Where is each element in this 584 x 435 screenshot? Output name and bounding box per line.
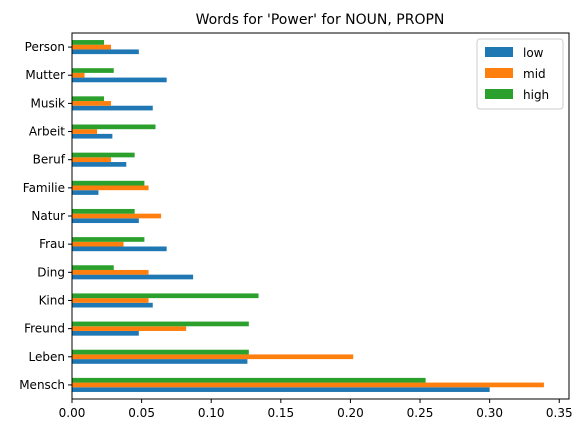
legend: low mid high xyxy=(476,38,564,110)
legend-label-low: low xyxy=(523,46,544,60)
bar-low-familie xyxy=(72,190,99,195)
y-tick-label: Ding xyxy=(37,265,65,279)
bar-high-person xyxy=(72,40,105,45)
x-tick-label: 0.20 xyxy=(337,406,364,420)
y-tick-label: Beruf xyxy=(33,153,66,167)
x-tick-label: 0.35 xyxy=(546,406,573,420)
y-tick-label: Person xyxy=(25,40,65,54)
y-tick-label: Frau xyxy=(39,237,65,251)
x-tick-label: 0.05 xyxy=(128,406,155,420)
bar-high-beruf xyxy=(72,152,135,158)
x-axis: 0.00 0.05 0.10 0.15 0.20 0.25 0.30 0.35 xyxy=(59,399,573,420)
legend-label-high: high xyxy=(523,88,549,102)
bar-mid-musik xyxy=(72,101,111,106)
x-tick-label: 0.10 xyxy=(198,406,225,420)
bar-mid-kind xyxy=(72,298,149,303)
y-tick-label: Natur xyxy=(31,209,65,223)
bar-low-mutter xyxy=(72,77,167,83)
legend-swatch-low xyxy=(485,47,513,57)
bar-high-musik xyxy=(72,96,105,102)
y-tick-label: Familie xyxy=(23,181,65,195)
x-tick-label: 0.15 xyxy=(267,406,294,420)
bar-high-mensch xyxy=(72,377,426,383)
legend-label-mid: mid xyxy=(523,67,546,81)
bar-mid-mutter xyxy=(72,72,85,78)
bar-high-freund xyxy=(72,321,249,327)
bar-high-ding xyxy=(72,265,114,270)
y-axis: Mensch Leben Freund Kind Ding Frau Natur Famili… xyxy=(19,40,72,392)
bar-low-leben xyxy=(72,359,248,364)
legend-swatch-mid xyxy=(485,68,513,78)
bar-mid-freund xyxy=(72,326,187,331)
bar-mid-person xyxy=(72,44,111,50)
y-tick-label: Musik xyxy=(31,96,66,110)
bar-low-natur xyxy=(72,218,139,224)
bar-mid-arbeit xyxy=(72,129,98,134)
bar-high-frau xyxy=(72,237,145,242)
bar-mid-natur xyxy=(72,213,162,219)
bar-low-person xyxy=(72,49,139,55)
bar-mid-beruf xyxy=(72,157,111,163)
bar-high-leben xyxy=(72,349,249,355)
bar-mid-leben xyxy=(72,354,354,360)
bar-low-frau xyxy=(72,246,167,252)
bar-mid-mensch xyxy=(72,382,544,388)
x-tick-label: 0.30 xyxy=(476,406,503,420)
y-tick-label: Freund xyxy=(24,322,65,336)
bar-low-kind xyxy=(72,302,153,308)
bar-mid-familie xyxy=(72,185,149,191)
y-tick-label: Arbeit xyxy=(29,125,65,139)
bar-high-mutter xyxy=(72,68,114,73)
bar-mid-ding xyxy=(72,269,149,275)
y-tick-label: Mensch xyxy=(19,378,65,392)
bar-low-mensch xyxy=(72,387,490,392)
bar-low-arbeit xyxy=(72,133,113,139)
bar-low-beruf xyxy=(72,162,127,167)
x-tick-label: 0.25 xyxy=(407,406,434,420)
bar-low-musik xyxy=(72,105,153,111)
bar-mid-frau xyxy=(72,241,124,247)
bar-high-kind xyxy=(72,293,259,299)
bar-high-familie xyxy=(72,180,145,186)
bar-high-arbeit xyxy=(72,124,156,130)
y-tick-label: Kind xyxy=(39,293,65,307)
y-tick-label: Leben xyxy=(29,350,65,364)
y-tick-label: Mutter xyxy=(25,68,65,82)
chart-title: Words for 'Power' for NOUN, PROPN xyxy=(196,12,445,28)
bar-low-ding xyxy=(72,274,194,280)
bar-low-freund xyxy=(72,330,139,336)
legend-swatch-high xyxy=(485,89,513,99)
bars-group xyxy=(72,40,544,392)
bar-high-natur xyxy=(72,208,135,214)
x-tick-label: 0.00 xyxy=(59,406,86,420)
